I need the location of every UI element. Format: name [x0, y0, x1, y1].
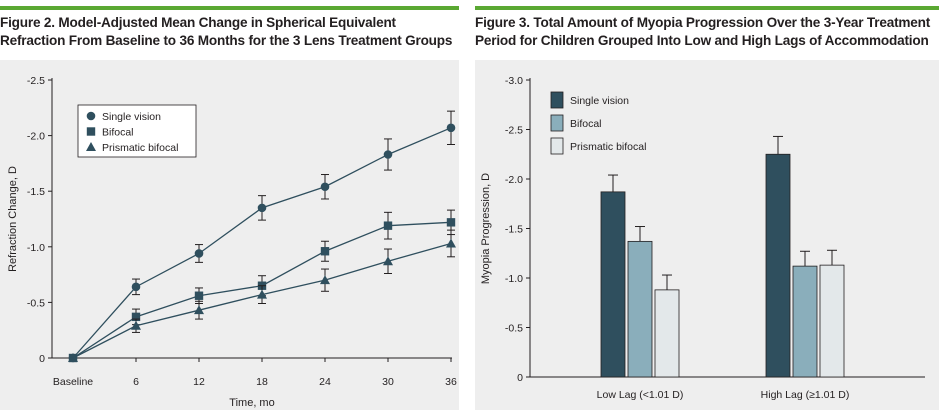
legend-label: Single vision — [102, 111, 161, 123]
legend-swatch — [550, 114, 564, 132]
figure-2-line-chart: -2.5 -2.0 -1.5 -1.0 -0.5 0 Baseline 6 12 18 24 30 36… — [7, 75, 457, 409]
bar-group — [765, 135, 845, 378]
x-tick-label: 12 — [193, 376, 205, 388]
y-tick-label: -3.0 — [505, 75, 523, 87]
figure-2-caption: Figure 2. Model-Adjusted Mean Change in … — [0, 14, 455, 50]
x-tick-label: Baseline — [53, 376, 93, 388]
x-tick-label: 6 — [133, 376, 139, 388]
bar — [792, 265, 818, 378]
figure-3-title-line-1: Figure 3. Total Amount of Myopia Progres… — [475, 15, 931, 30]
legend-label: Prismatic bifocal — [570, 141, 646, 153]
figure-3-caption: Figure 3. Total Amount of Myopia Progres… — [475, 14, 935, 50]
legend-label: Prismatic bifocal — [102, 142, 178, 154]
bar — [765, 153, 791, 378]
legend-swatch — [550, 137, 564, 155]
legend: Single vision Bifocal Prismatic bifocal — [77, 104, 197, 158]
figure-2-plot-area — [0, 60, 459, 410]
legend-label: Bifocal — [570, 118, 602, 130]
legend-box — [77, 104, 197, 158]
bar — [627, 240, 653, 378]
y-tick-label: -1.0 — [505, 273, 523, 285]
legend: Single vision Bifocal Prismatic bifocal — [550, 91, 646, 155]
data-point — [131, 312, 141, 322]
legend-swatch — [550, 91, 564, 109]
data-point — [446, 123, 456, 133]
accent-bar — [475, 6, 939, 10]
legend-label: Bifocal — [102, 127, 134, 139]
figure-3-title-line-2: Period for Children Grouped Into Low and… — [475, 33, 929, 48]
data-point — [320, 275, 330, 285]
series-prismatic-bifocal — [68, 229, 456, 362]
bar — [600, 191, 626, 378]
y-tick-label: -2.0 — [27, 131, 45, 143]
legend-label: Single vision — [570, 95, 629, 107]
y-axis-title: Myopia Progression, D — [480, 173, 492, 284]
y-tick-label: -1.5 — [505, 224, 523, 236]
data-point — [257, 289, 267, 299]
figure-3-bar-chart: -3.0 -2.5 -2.0 -1.5 -1.0 -0.5 0 Myopia Progress… — [480, 75, 925, 401]
data-point — [131, 282, 141, 292]
y-tick-label: -0.5 — [27, 297, 45, 309]
y-tick-label: -1.5 — [27, 186, 45, 198]
y-tick-label: -2.0 — [505, 174, 523, 186]
data-point — [320, 247, 330, 256]
data-point — [446, 238, 456, 248]
data-point — [446, 218, 456, 227]
data-point — [257, 203, 267, 213]
series-line — [72, 127, 452, 359]
x-tick-label: 36 — [445, 376, 457, 388]
x-category-label: High Lag (≥1.01 D) — [761, 389, 850, 401]
figure-3-panel: Figure 3. Total Amount of Myopia Progres… — [475, 0, 939, 410]
y-tick-label: 0 — [39, 353, 45, 365]
x-tick-label: 30 — [382, 376, 394, 388]
y-tick-label: -1.0 — [27, 242, 45, 254]
figure-2-panel: Figure 2. Model-Adjusted Mean Change in … — [0, 0, 459, 410]
y-tick-label: -2.5 — [27, 75, 45, 87]
data-point — [194, 305, 204, 315]
x-tick-label: 24 — [319, 376, 331, 388]
x-tick-label: 18 — [256, 376, 268, 388]
y-tick-label: -2.5 — [505, 125, 523, 137]
legend-marker — [86, 111, 96, 121]
y-axis-title: Refraction Change, D — [7, 166, 19, 272]
data-point — [68, 353, 78, 362]
data-point — [194, 249, 204, 258]
bar — [654, 289, 680, 378]
data-point — [194, 291, 204, 300]
legend-marker — [86, 142, 96, 151]
data-point — [131, 320, 141, 330]
data-point — [383, 221, 393, 230]
data-point — [320, 182, 330, 192]
legend-marker — [86, 127, 96, 136]
bar-group — [600, 174, 680, 378]
figure-2-title-line-2: Refraction From Baseline to 36 Months fo… — [0, 33, 453, 48]
figure-2-title-line-1: Figure 2. Model-Adjusted Mean Change in … — [0, 15, 396, 30]
x-axis-title: Time, mo — [229, 397, 274, 409]
y-tick-label: 0 — [517, 372, 523, 384]
y-tick-label: -0.5 — [505, 323, 523, 335]
data-point — [383, 150, 393, 159]
data-point — [383, 256, 393, 266]
x-category-label: Low Lag (<1.01 D) — [597, 389, 684, 401]
accent-bar — [0, 6, 459, 10]
bar — [819, 264, 845, 378]
